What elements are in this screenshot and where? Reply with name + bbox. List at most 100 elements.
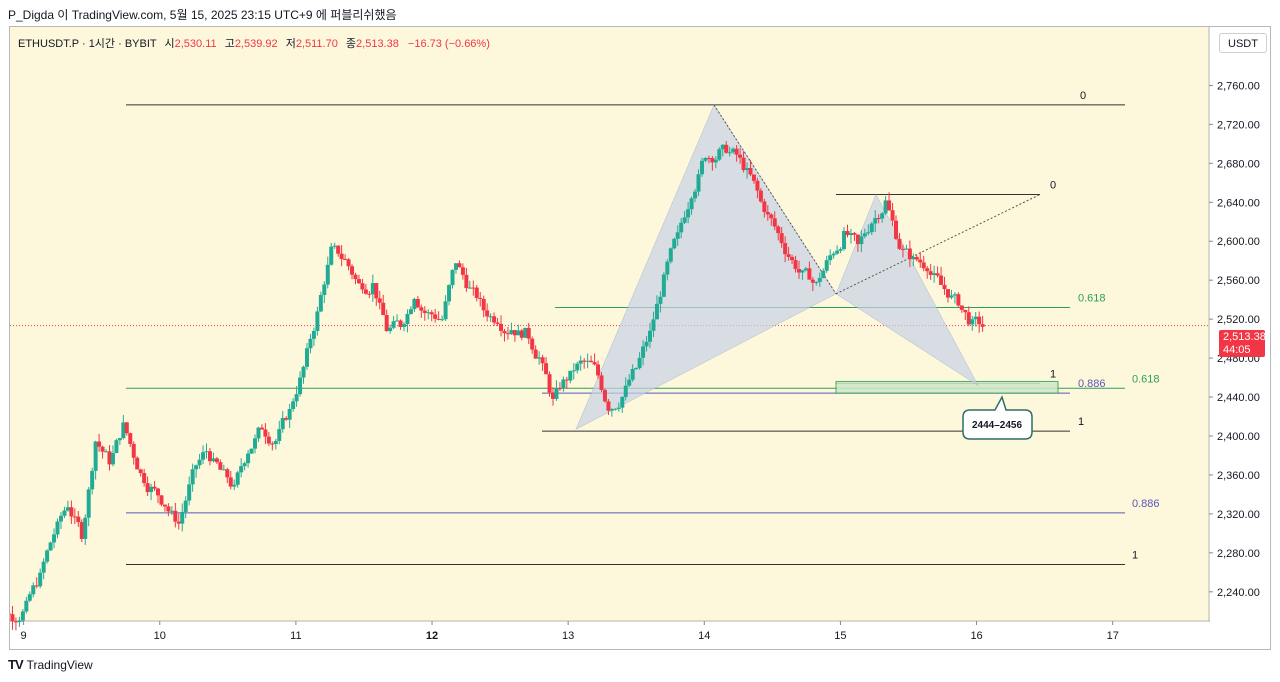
candle-body [350,266,355,275]
candle-body [734,148,739,155]
candle-body [890,210,895,221]
candle-body [107,451,112,465]
candle-body [720,144,725,150]
candle-body [419,307,424,311]
candle-body [935,273,940,276]
close-label: 종 [345,38,357,50]
candle-body [880,213,885,219]
candle-body [169,510,174,512]
currency-unit-button[interactable]: USDT [1219,33,1267,53]
candle-body [176,521,181,524]
candle-body [277,429,282,441]
change-value: −16.73 (−0.66%) [407,38,490,50]
candle-body [907,248,912,260]
candle-body [672,238,677,249]
candle-body [980,324,985,327]
candle-body [848,233,853,236]
candle-body [783,243,788,255]
candle-body [24,600,29,612]
y-tick-label: 2,560.00 [1217,275,1260,287]
last-price-tag: 2,513.38 44:05 [1219,330,1266,357]
candle-body [918,259,923,263]
candle-body [460,267,465,275]
candle-body [239,466,244,473]
candle-body [613,408,618,410]
low-value: 2,511.70 [295,38,338,50]
target-callout-label: 2444–2456 [972,420,1022,431]
candle-body [201,452,206,460]
candle-body [485,310,490,317]
y-tick-label: 2,600.00 [1217,236,1260,248]
candle-body [495,322,500,324]
candle-body [408,309,413,314]
candle-body [616,407,621,409]
candle-body [561,379,566,389]
fib-level-label: 0.618 [1078,292,1106,304]
candle-body [346,259,351,267]
candle-body [745,168,750,171]
candle-body [977,316,982,325]
candle-body [100,446,105,452]
candle-body [942,284,947,290]
candle-body [270,443,275,445]
candle-body [838,249,843,251]
candle-body [817,277,822,283]
candle-body [149,486,154,493]
candle-body [128,433,133,444]
candle-body [388,327,393,332]
candle-body [235,472,240,485]
pattern-triangle-bcd [835,193,979,387]
candle-body [304,348,309,367]
x-tick-label: 9 [21,630,27,642]
candle-body [550,392,555,399]
candle-body [738,154,743,158]
candle-body [790,256,795,261]
candle-body [478,298,483,300]
price-chart[interactable]: 0 0 0.618 0.618 1 0.886 1 0.886 1 2444–2456 2,24… [10,27,1270,649]
candle-body [675,232,680,239]
pattern-dotted-bd [835,194,1041,295]
candle-body [641,346,646,358]
candle-body [648,330,653,342]
candle-body [502,330,507,334]
candle-body [554,388,559,399]
candle-body [31,585,36,595]
candle-body [654,303,659,320]
candle-body [869,223,874,233]
low-label: 저 [285,38,296,50]
candle-body [519,330,524,338]
candle-body [315,311,320,331]
candle-body [914,256,919,260]
candle-body [41,561,46,573]
candle-body [422,310,427,313]
candle-body [13,621,18,623]
candle-body [710,158,715,163]
candle-body [55,521,60,535]
symbol-legend: ETHUSDT.P · 1시간 · BYBIT 시2,530.11 고2,539… [18,35,490,51]
candle-body [426,312,431,314]
candle-body [259,427,264,430]
candle-body [360,283,365,290]
fib-level-label: 1 [1132,550,1138,562]
candle-body [72,516,77,518]
candle-body [34,585,39,587]
symbol-label[interactable]: ETHUSDT.P · 1시간 · BYBIT [18,38,157,50]
candle-body [166,506,171,512]
candle-body [634,368,639,370]
candle-body [474,287,479,299]
candle-body [758,190,763,202]
fib-level-label: 1 [1050,368,1056,380]
candle-body [731,148,736,153]
y-tick-label: 2,520.00 [1217,314,1260,326]
candle-body [86,489,91,518]
candle-body [180,511,185,524]
candle-body [363,289,368,294]
chart-frame[interactable]: 0 0 0.618 0.618 1 0.886 1 0.886 1 2444–2456 2,24… [9,26,1271,650]
y-tick-label: 2,400.00 [1217,431,1260,443]
candle-body [959,305,964,310]
candle-body [602,389,607,402]
candle-body [395,320,400,322]
candle-body [776,226,781,234]
candle-body [609,409,614,411]
candle-body [894,220,899,239]
